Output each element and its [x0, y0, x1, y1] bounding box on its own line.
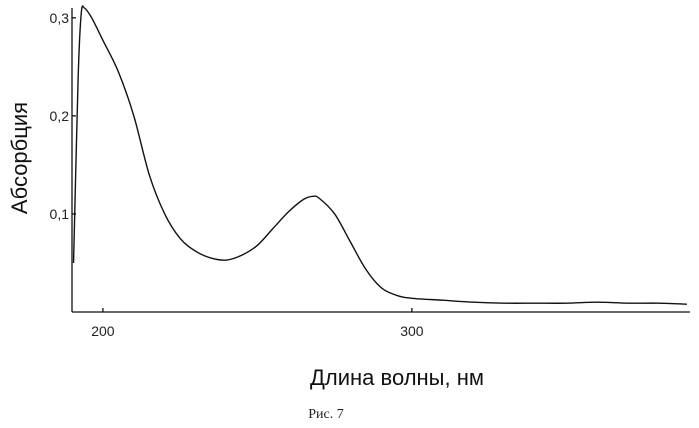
y-tick-label: 0,1 [50, 206, 70, 222]
y-axis-title: Абсорбция [7, 102, 32, 214]
x-tick-label: 300 [400, 323, 424, 339]
x-axis-title: Длина волны, нм [310, 365, 484, 390]
y-tick-label: 0,2 [50, 108, 70, 124]
absorption-curve [72, 5, 687, 305]
plot-area: 200 300 0,1 0,2 0,3 [50, 5, 690, 339]
x-tick-label: 200 [91, 323, 115, 339]
figure-caption: Рис. 7 [308, 407, 344, 422]
y-tick-label: 0,3 [50, 10, 70, 26]
